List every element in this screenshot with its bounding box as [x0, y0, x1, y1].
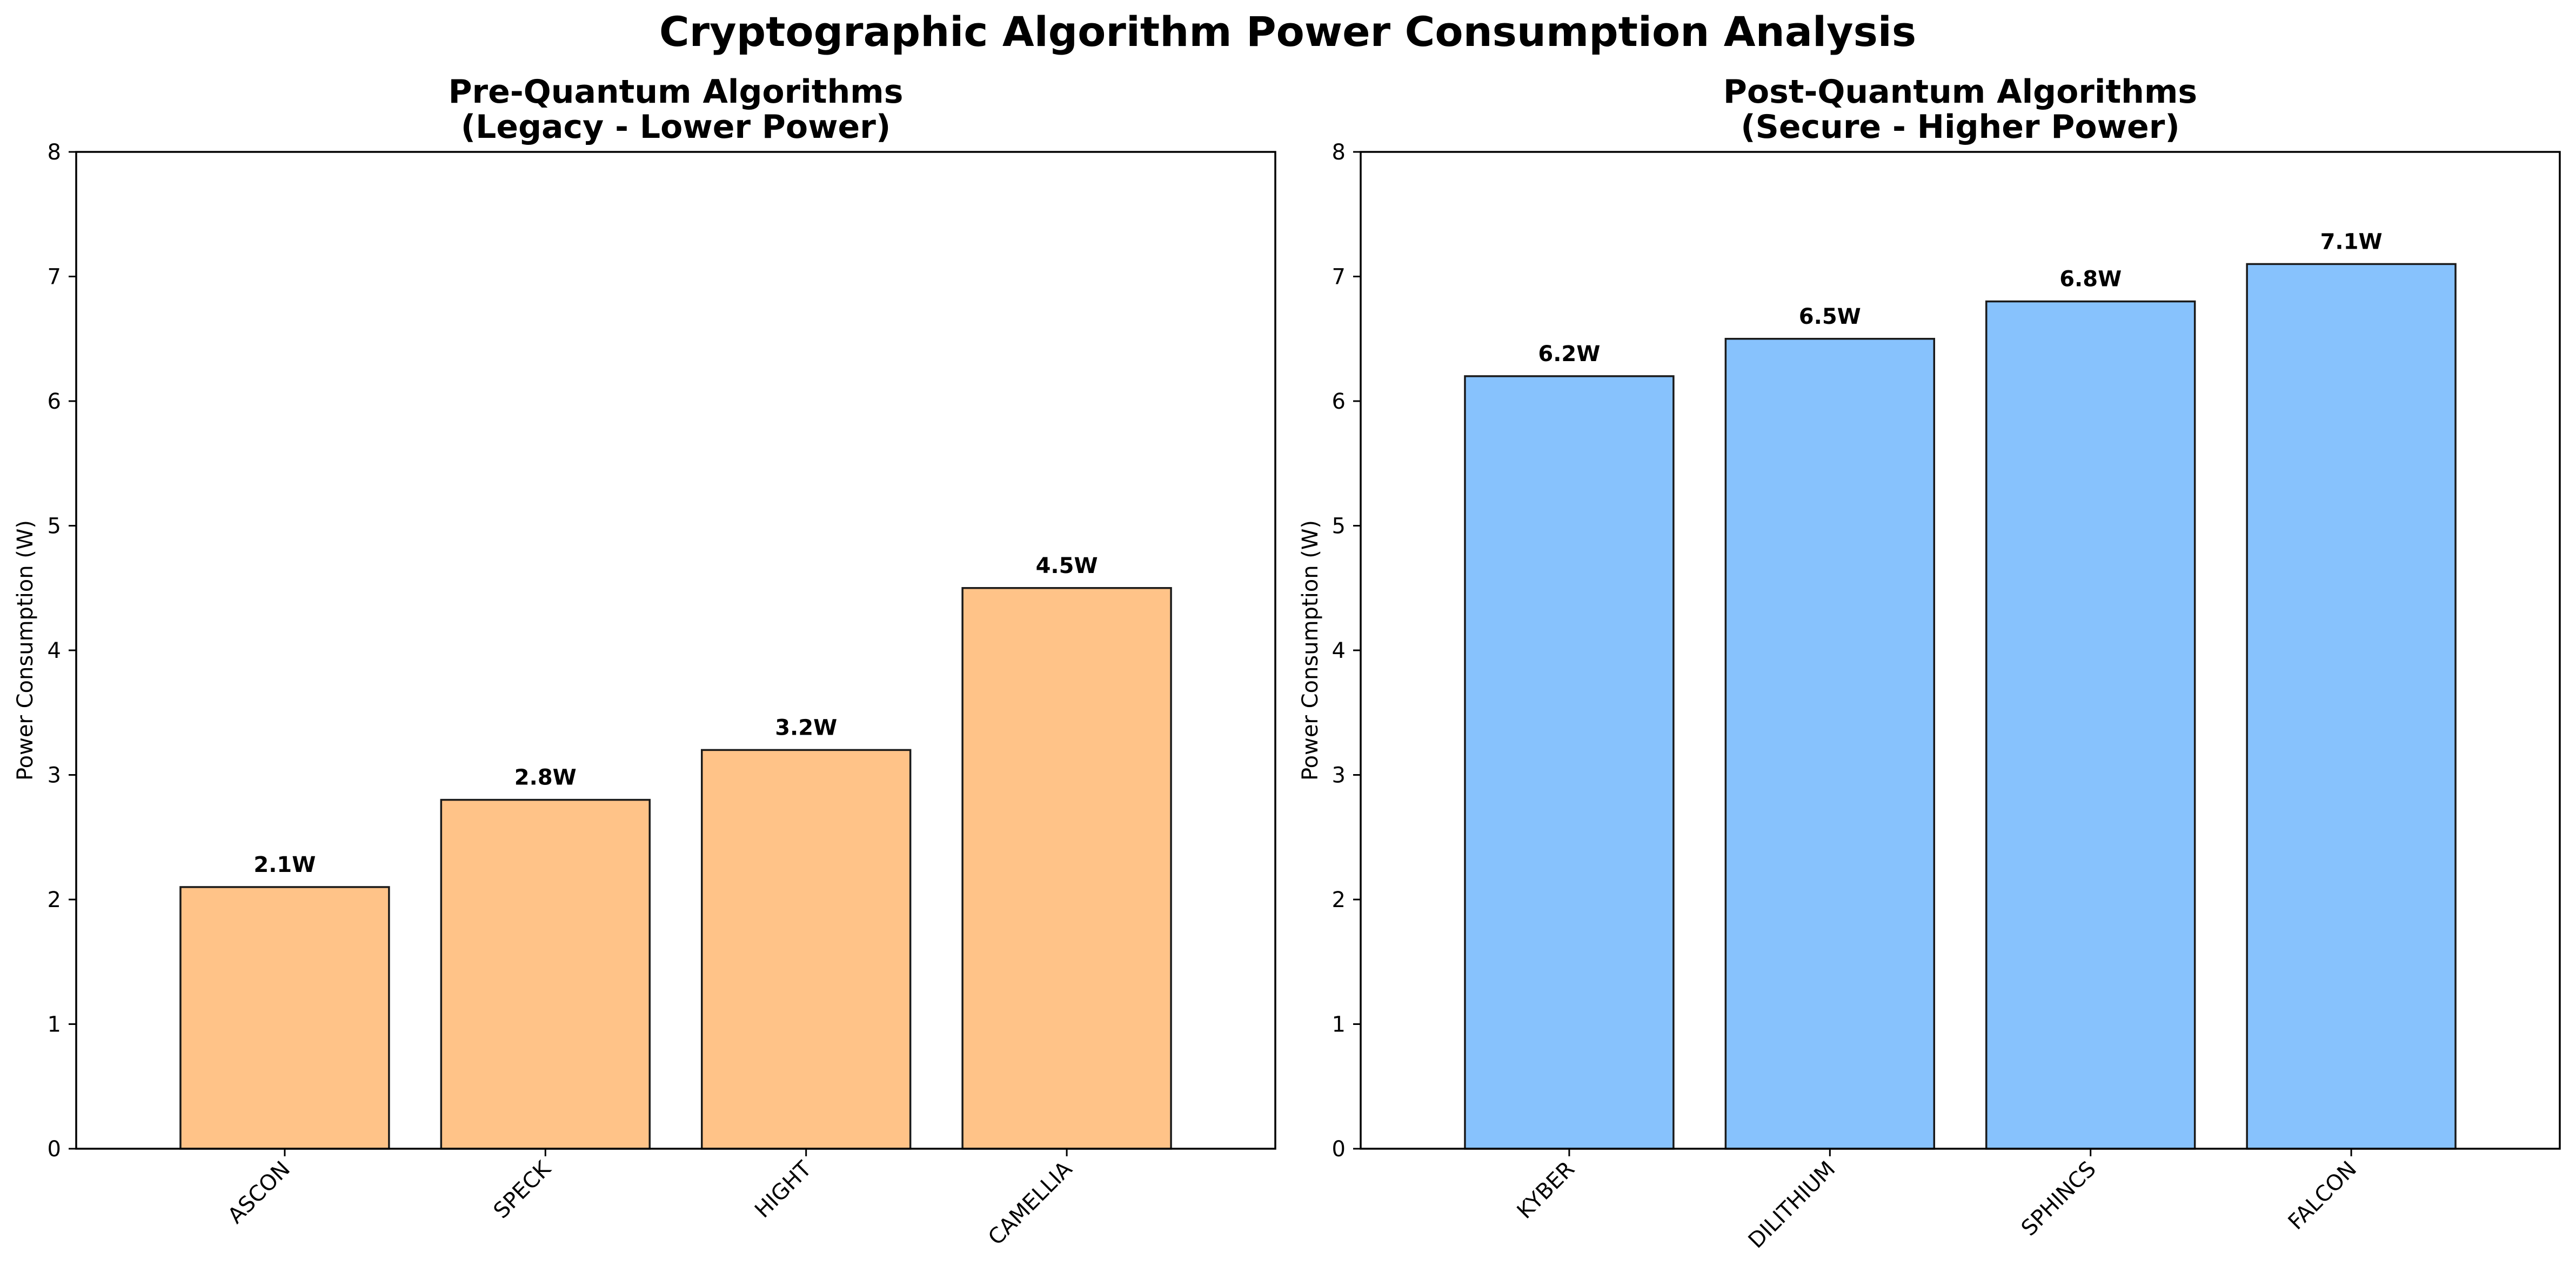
- data-label-sphincs: 6.8W: [2059, 267, 2122, 292]
- panel-subtitle: (Legacy - Lower Power): [461, 108, 891, 146]
- panel-title: Post-Quantum Algorithms: [1723, 73, 2197, 111]
- y-axis-label: Power Consumption (W): [13, 520, 38, 781]
- bar-sphincs: [1985, 300, 2196, 1150]
- y-tick-label: 1: [48, 1012, 61, 1037]
- y-tick-label: 3: [1332, 763, 1346, 788]
- data-label-kyber: 6.2W: [1538, 342, 1600, 367]
- y-tick-label: 5: [48, 514, 61, 539]
- y-tick-label: 0: [48, 1137, 61, 1162]
- y-tick-label: 2: [48, 888, 61, 912]
- bar-ascon: [179, 886, 390, 1150]
- pre-quantum-panel: Pre-Quantum Algorithms(Legacy - Lower Po…: [13, 73, 1276, 1250]
- bar-falcon: [2246, 263, 2457, 1150]
- data-label-dilithium: 6.5W: [1799, 304, 1861, 329]
- y-tick-label: 7: [48, 265, 61, 290]
- y-tick-label: 7: [1332, 265, 1346, 290]
- data-label-hight: 3.2W: [775, 715, 837, 740]
- y-tick-label: 6: [48, 389, 61, 414]
- bar-speck: [440, 798, 651, 1150]
- y-tick-label: 3: [48, 763, 61, 788]
- data-label-ascon: 2.1W: [253, 852, 316, 877]
- data-label-speck: 2.8W: [514, 765, 577, 790]
- y-axis-label: Power Consumption (W): [1298, 520, 1323, 781]
- y-tick-label: 1: [1332, 1012, 1346, 1037]
- post-quantum-panel: Post-Quantum Algorithms(Secure - Higher …: [1298, 73, 2561, 1253]
- y-tick-label: 8: [48, 140, 61, 165]
- bar-hight: [700, 749, 912, 1150]
- panel-title: Pre-Quantum Algorithms: [449, 73, 904, 111]
- panel-subtitle: (Secure - Higher Power): [1741, 108, 2180, 146]
- y-tick-label: 6: [1332, 389, 1346, 414]
- bar-kyber: [1464, 375, 1675, 1150]
- figure-title: Cryptographic Algorithm Power Consumptio…: [659, 8, 1916, 56]
- bar-camellia: [961, 587, 1172, 1150]
- data-label-falcon: 7.1W: [2320, 229, 2383, 254]
- data-label-camellia: 4.5W: [1036, 554, 1098, 578]
- y-tick-label: 8: [1332, 140, 1346, 165]
- y-tick-label: 2: [1332, 888, 1346, 912]
- bar-dilithium: [1724, 338, 1936, 1150]
- y-tick-label: 4: [1332, 638, 1346, 663]
- y-tick-label: 0: [1332, 1137, 1346, 1162]
- y-tick-label: 5: [1332, 514, 1346, 539]
- y-tick-label: 4: [48, 638, 61, 663]
